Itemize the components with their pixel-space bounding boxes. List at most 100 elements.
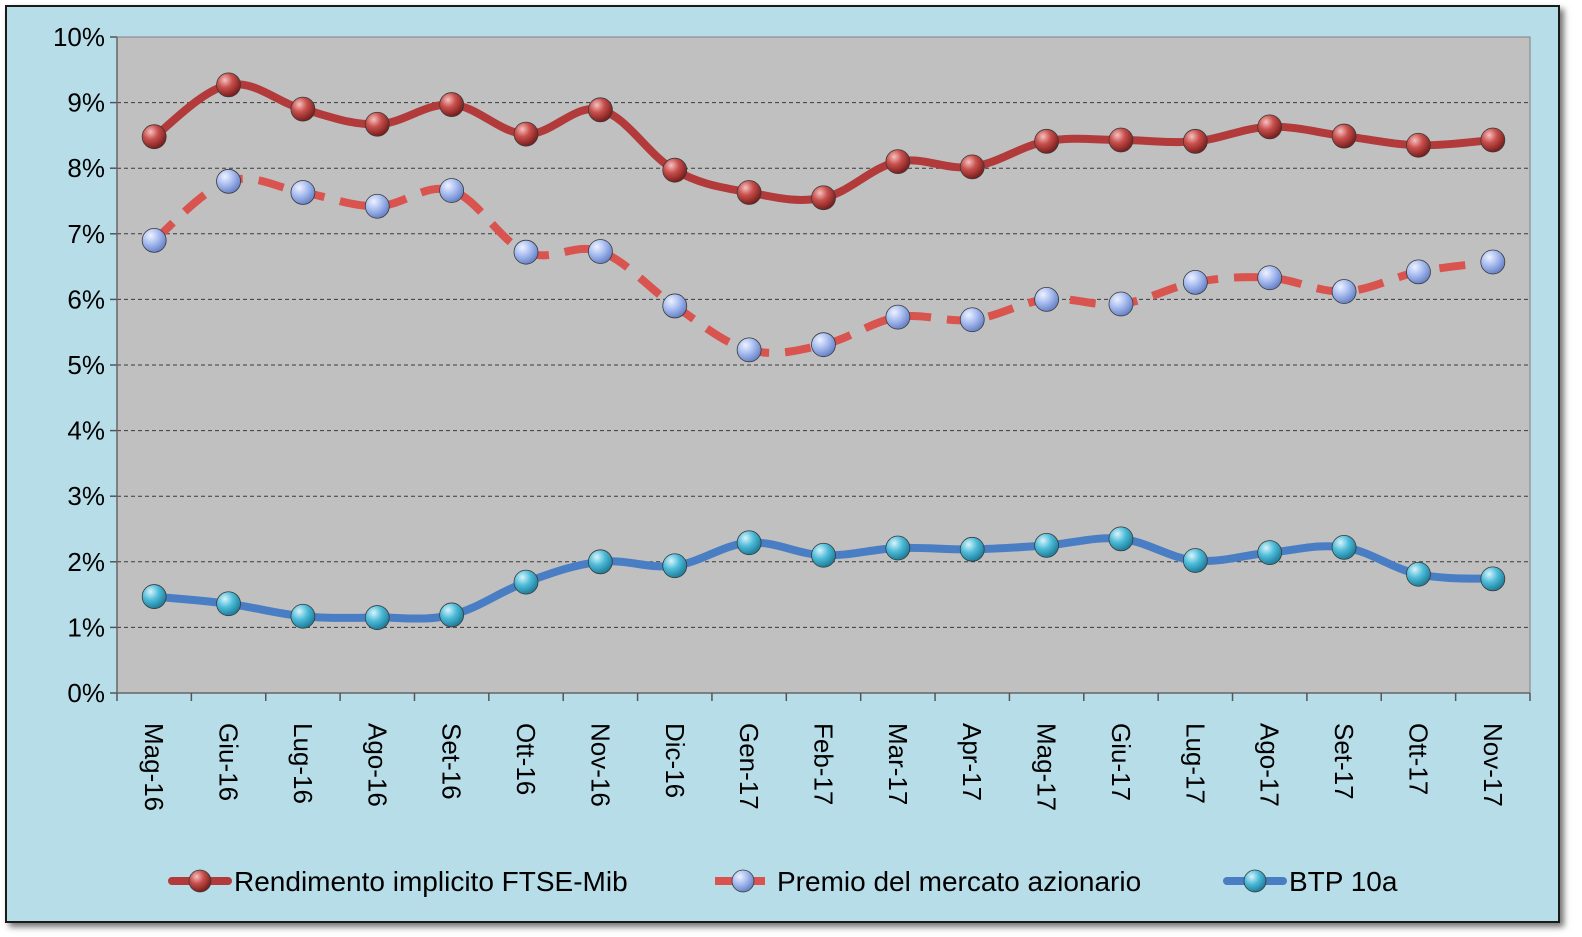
data-point	[513, 121, 539, 147]
data-point	[513, 569, 539, 595]
x-tick-label: Ott-16	[511, 723, 541, 795]
data-point	[439, 602, 465, 628]
data-point	[1034, 286, 1060, 312]
data-point	[1406, 132, 1431, 158]
data-point	[1108, 291, 1134, 317]
data-point	[736, 530, 762, 556]
data-point	[1480, 127, 1506, 153]
data-point	[736, 180, 762, 205]
x-tick-label: Mag-16	[139, 723, 169, 811]
x-tick-label: Nov-17	[1478, 723, 1508, 807]
y-axis-labels: 0% 1% 2% 3% 4% 5% 6% 7% 8% 9% 10%	[53, 22, 105, 708]
data-point	[364, 605, 390, 630]
legend-swatch-marker	[188, 869, 212, 893]
x-tick-label: Lug-16	[288, 723, 318, 804]
data-point	[587, 239, 613, 264]
x-tick-label: Dic-16	[660, 723, 690, 798]
y-tick-label: 9%	[67, 88, 105, 118]
x-tick-label: Nov-16	[585, 723, 615, 807]
data-point	[959, 154, 985, 180]
x-tick-label: Lug-17	[1180, 723, 1210, 804]
data-point	[1257, 540, 1283, 566]
data-point	[1331, 534, 1357, 560]
data-point	[587, 97, 613, 123]
x-tick-label: Mag-17	[1032, 723, 1062, 811]
y-tick-label: 7%	[67, 219, 105, 249]
y-tick-label: 1%	[67, 612, 105, 642]
y-tick-label: 6%	[67, 284, 105, 314]
data-point	[959, 307, 985, 333]
data-point	[1182, 269, 1208, 295]
data-point	[811, 185, 836, 211]
data-point	[662, 293, 688, 319]
data-point	[1108, 526, 1134, 552]
legend-swatch-marker	[731, 869, 755, 893]
data-point	[364, 111, 390, 137]
line-chart: 0% 1% 2% 3% 4% 5% 6% 7% 8% 9% 10% Mag-16 Giu-16 Lug-…	[53, 22, 1531, 897]
y-tick-label: 10%	[53, 22, 105, 52]
data-point	[513, 239, 539, 265]
y-tick-label: 4%	[67, 416, 105, 446]
legend-label: BTP 10a	[1289, 866, 1398, 897]
legend-label: Rendimento implicito FTSE-Mib	[234, 866, 628, 897]
x-axis-labels: Mag-16 Giu-16 Lug-16 Ago-16 Set-16 Ott-16 Nov-…	[139, 723, 1508, 811]
data-point	[959, 536, 985, 562]
chart-frame: 0% 1% 2% 3% 4% 5% 6% 7% 8% 9% 10% Mag-16 Giu-16 Lug-…	[5, 5, 1560, 923]
y-tick-label: 2%	[67, 547, 105, 577]
axes	[110, 36, 1531, 701]
x-tick-label: Feb-17	[809, 723, 839, 805]
data-point	[439, 92, 465, 117]
data-point	[1257, 265, 1283, 291]
data-point	[1331, 279, 1357, 304]
x-tick-label: Giu-16	[214, 723, 244, 801]
data-point	[1331, 123, 1357, 149]
data-point	[1034, 533, 1060, 558]
data-point	[216, 591, 241, 617]
data-point	[662, 553, 688, 579]
data-point	[1406, 561, 1431, 587]
x-tick-label: Ago-17	[1255, 723, 1285, 807]
grid-lines	[117, 102, 1530, 628]
x-tick-label: Gen-17	[734, 723, 764, 810]
data-point	[1480, 249, 1506, 275]
data-point	[216, 72, 241, 98]
data-point	[216, 168, 241, 194]
y-tick-label: 5%	[67, 350, 105, 380]
legend-label: Premio del mercato azionario	[777, 866, 1141, 897]
data-point	[290, 180, 316, 205]
data-point	[1182, 548, 1208, 573]
x-tick-label: Set-16	[437, 723, 467, 800]
y-tick-label: 8%	[67, 153, 105, 183]
data-point	[1182, 128, 1208, 154]
data-point	[290, 96, 316, 122]
data-point	[662, 157, 688, 183]
data-point	[885, 304, 911, 330]
x-tick-label: Ago-16	[362, 723, 392, 807]
x-tick-label: Ott-17	[1403, 723, 1433, 795]
data-point	[1480, 566, 1506, 592]
data-point	[141, 227, 167, 253]
y-tick-label: 3%	[67, 481, 105, 511]
x-tick-label: Set-17	[1329, 723, 1359, 800]
x-tick-label: Giu-17	[1106, 723, 1136, 801]
data-point	[1034, 128, 1060, 154]
data-point	[885, 149, 911, 175]
y-tick-label: 0%	[67, 678, 105, 708]
series-markers	[141, 72, 1506, 630]
legend: Rendimento implicito FTSE-Mib Premio del …	[168, 866, 1398, 897]
data-point	[1406, 259, 1431, 285]
data-point	[811, 332, 836, 358]
x-tick-label: Apr-17	[957, 723, 987, 801]
data-point	[141, 584, 167, 609]
data-point	[736, 337, 762, 363]
data-point	[811, 542, 836, 568]
data-point	[1257, 114, 1283, 140]
data-point	[587, 549, 613, 575]
data-point	[439, 178, 465, 203]
data-point	[1108, 127, 1134, 153]
x-tick-label: Mar-17	[883, 723, 913, 805]
data-point	[290, 603, 316, 629]
data-point	[141, 124, 167, 150]
data-point	[885, 535, 911, 561]
series-line-1	[151, 174, 1494, 357]
